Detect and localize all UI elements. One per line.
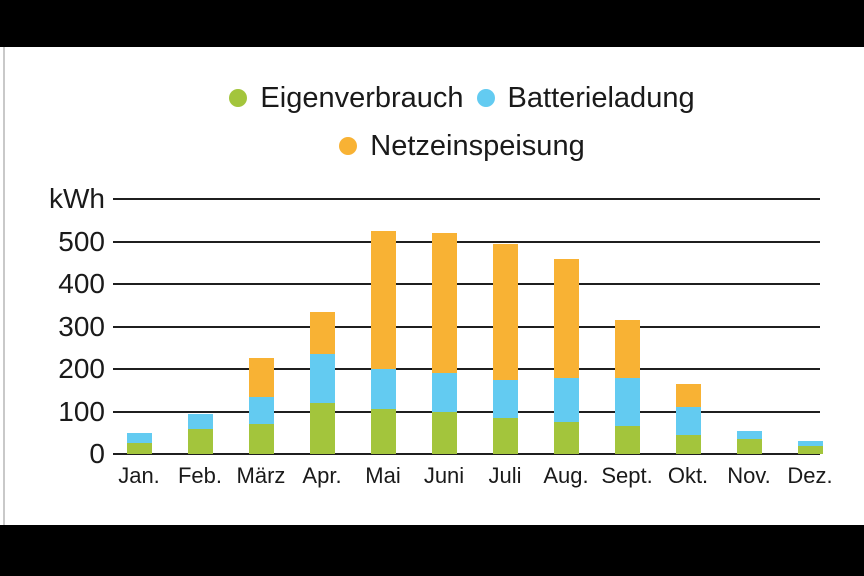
bar-segment-netzeinspeisung bbox=[492, 243, 518, 380]
legend-row-1: Eigenverbrauch Batterieladung bbox=[100, 80, 824, 116]
bar-segment-batterieladung bbox=[675, 407, 701, 435]
legend-label-eigenverbrauch: Eigenverbrauch bbox=[260, 81, 464, 114]
x-tick-label-feb: Feb. bbox=[177, 463, 223, 488]
legend-dot-batterieladung-icon bbox=[476, 89, 495, 107]
y-tick-label-100: 100 bbox=[58, 395, 105, 427]
bar-segment-netzeinspeisung bbox=[675, 383, 701, 408]
bar-segment-netzeinspeisung bbox=[248, 358, 274, 397]
y-tick-label-200: 200 bbox=[58, 353, 105, 384]
x-tick-label-nov: Nov. bbox=[727, 463, 771, 488]
x-tick-label-märz: März bbox=[236, 463, 286, 488]
bar-segment-batterieladung bbox=[126, 432, 152, 444]
bar-segment-eigenverbrauch bbox=[553, 422, 579, 454]
bar-segment-batterieladung bbox=[492, 379, 518, 418]
bar-segment-batterieladung bbox=[370, 369, 396, 410]
legend-row-2: Netzeinspeisung bbox=[100, 128, 824, 164]
gridline-300 bbox=[113, 325, 820, 328]
x-tick-label-mai: Mai bbox=[365, 463, 401, 488]
video-frame-panel: Eigenverbrauch Batterieladung Netzeinspei… bbox=[0, 47, 864, 525]
legend-dot-netzeinspeisung-icon bbox=[339, 137, 358, 155]
y-tick-label-500: 500 bbox=[58, 225, 105, 257]
bar-mai bbox=[370, 230, 396, 454]
bar-nov bbox=[736, 430, 762, 454]
chart-area: kWh 0 100 200 300 400 500 Jan. Feb. März Apr. Mai J… bbox=[0, 47, 864, 525]
gridline-600 bbox=[113, 198, 820, 200]
bar-segment-batterieladung bbox=[614, 377, 640, 427]
y-tick-label-0: 0 bbox=[89, 438, 105, 469]
bar-segment-eigenverbrauch bbox=[675, 434, 701, 454]
x-tick-label-sept: Sept. bbox=[601, 463, 653, 488]
bar-juni bbox=[431, 233, 457, 454]
bar-segment-batterieladung bbox=[797, 441, 823, 446]
legend-dot-eigenverbrauch-icon bbox=[229, 89, 248, 107]
bar-segment-batterieladung bbox=[553, 377, 579, 423]
bar-segment-eigenverbrauch bbox=[126, 443, 152, 454]
bar-segment-netzeinspeisung bbox=[431, 233, 457, 374]
bar-segment-batterieladung bbox=[736, 430, 762, 440]
x-tick-label-dez: Dez. bbox=[787, 463, 833, 488]
y-tick-label-300: 300 bbox=[58, 310, 105, 342]
gridline-100 bbox=[113, 410, 820, 413]
legend-label-netzeinspeisung: Netzeinspeisung bbox=[370, 129, 585, 162]
bar-segment-netzeinspeisung bbox=[309, 311, 335, 355]
bar-feb bbox=[187, 413, 213, 454]
x-tick-label-juli: Juli bbox=[488, 463, 522, 488]
gridline-200 bbox=[113, 368, 820, 370]
bar-segment-eigenverbrauch bbox=[797, 445, 823, 454]
chart-legend: Eigenverbrauch Batterieladung Netzeinspei… bbox=[100, 80, 824, 176]
frame-edge-line bbox=[3, 47, 5, 525]
bar-segment-batterieladung bbox=[309, 354, 335, 403]
bar-segment-netzeinspeisung bbox=[614, 320, 640, 378]
bar-segment-eigenverbrauch bbox=[736, 439, 762, 454]
legend-label-batterieladung: Batterieladung bbox=[507, 81, 695, 114]
letterbox-bottom bbox=[0, 525, 864, 576]
gridline-500 bbox=[113, 240, 820, 243]
bar-märz bbox=[248, 358, 274, 454]
bar-segment-eigenverbrauch bbox=[614, 426, 640, 454]
bar-dez bbox=[797, 441, 823, 454]
x-tick-label-aug: Aug. bbox=[543, 463, 589, 488]
bar-segment-batterieladung bbox=[248, 396, 274, 425]
bar-juli bbox=[492, 243, 518, 454]
x-tick-label-okt: Okt. bbox=[667, 463, 709, 488]
x-tick-label-jan: Jan. bbox=[118, 463, 160, 488]
bar-segment-eigenverbrauch bbox=[370, 409, 396, 454]
bar-aug bbox=[553, 258, 579, 454]
letterbox-top bbox=[0, 0, 864, 47]
gridline-0 bbox=[113, 453, 820, 455]
x-tick-label-juni: Juni bbox=[423, 463, 465, 488]
bar-segment-batterieladung bbox=[187, 413, 213, 429]
bar-segment-netzeinspeisung bbox=[370, 230, 396, 369]
bar-sept bbox=[614, 320, 640, 454]
bar-segment-eigenverbrauch bbox=[431, 411, 457, 454]
y-axis-title: kWh bbox=[49, 183, 105, 214]
bar-segment-eigenverbrauch bbox=[248, 424, 274, 454]
bar-segment-netzeinspeisung bbox=[553, 258, 579, 378]
bar-segment-eigenverbrauch bbox=[492, 417, 518, 454]
bar-segment-eigenverbrauch bbox=[187, 428, 213, 454]
bar-okt bbox=[675, 383, 701, 454]
x-tick-label-apr: Apr. bbox=[302, 463, 342, 488]
gridline-400 bbox=[113, 283, 820, 285]
bar-apr bbox=[309, 311, 335, 454]
bar-segment-eigenverbrauch bbox=[309, 403, 335, 454]
y-tick-label-400: 400 bbox=[58, 268, 105, 299]
bar-jan bbox=[126, 432, 152, 454]
bar-segment-batterieladung bbox=[431, 373, 457, 412]
